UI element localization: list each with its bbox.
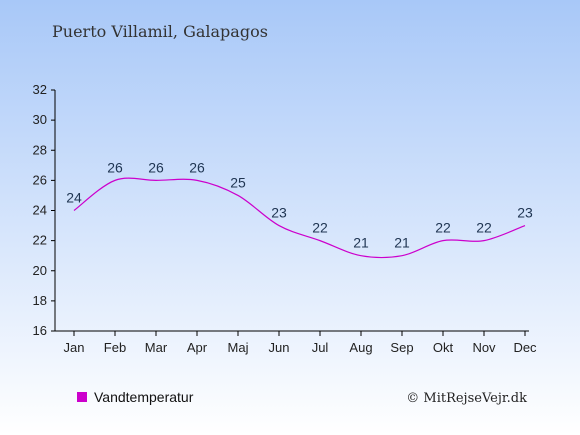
y-tick-label: 22 <box>33 233 47 248</box>
x-tick-label: Jul <box>312 340 329 355</box>
y-tick-label: 18 <box>33 293 47 308</box>
y-axis: 16 18 20 22 24 26 28 30 32 <box>33 82 56 338</box>
x-tick-label: Okt <box>433 340 454 355</box>
x-tick-label: Sep <box>390 340 413 355</box>
legend-swatch <box>77 392 87 402</box>
series-line-vandtemperatur <box>73 177 526 259</box>
data-label: 26 <box>189 159 205 175</box>
data-label: 26 <box>148 159 164 175</box>
data-label: 22 <box>312 220 328 236</box>
y-tick-label: 20 <box>33 263 47 278</box>
x-tick-label: Jun <box>269 340 290 355</box>
x-tick-label: Dec <box>513 340 537 355</box>
credit-text: © MitRejseVejr.dk <box>406 391 527 406</box>
x-tick-label: Nov <box>472 340 496 355</box>
data-label: 21 <box>394 235 410 251</box>
y-tick-label: 24 <box>33 203 47 218</box>
series-layer <box>73 177 526 259</box>
data-labels: 24 26 26 26 25 23 22 21 21 22 22 23 <box>66 159 533 250</box>
data-label: 25 <box>230 174 246 190</box>
data-label: 22 <box>435 220 451 236</box>
x-tick-label: Aug <box>349 340 372 355</box>
x-tick-label: Jan <box>64 340 85 355</box>
x-tick-label: Feb <box>104 340 126 355</box>
x-axis: Jan Feb Mar Apr Maj Jun Jul Aug Sep Okt Nov Dec <box>55 330 537 355</box>
y-tick-label: 26 <box>33 172 47 187</box>
x-tick-label: Maj <box>228 340 249 355</box>
x-tick-label: Apr <box>187 340 208 355</box>
legend-label: Vandtemperatur <box>94 389 194 405</box>
y-tick-label: 28 <box>33 142 47 157</box>
data-label: 24 <box>66 190 82 206</box>
y-tick-label: 30 <box>33 112 47 127</box>
data-label: 22 <box>476 220 492 236</box>
x-tick-label: Mar <box>145 340 168 355</box>
data-label: 23 <box>517 205 533 221</box>
y-tick-label: 32 <box>33 82 47 97</box>
data-label: 23 <box>271 205 287 221</box>
chart-title: Puerto Villamil, Galapagos <box>52 22 268 41</box>
data-label: 26 <box>107 159 123 175</box>
data-label: 21 <box>353 235 369 251</box>
y-tick-label: 16 <box>33 323 47 338</box>
